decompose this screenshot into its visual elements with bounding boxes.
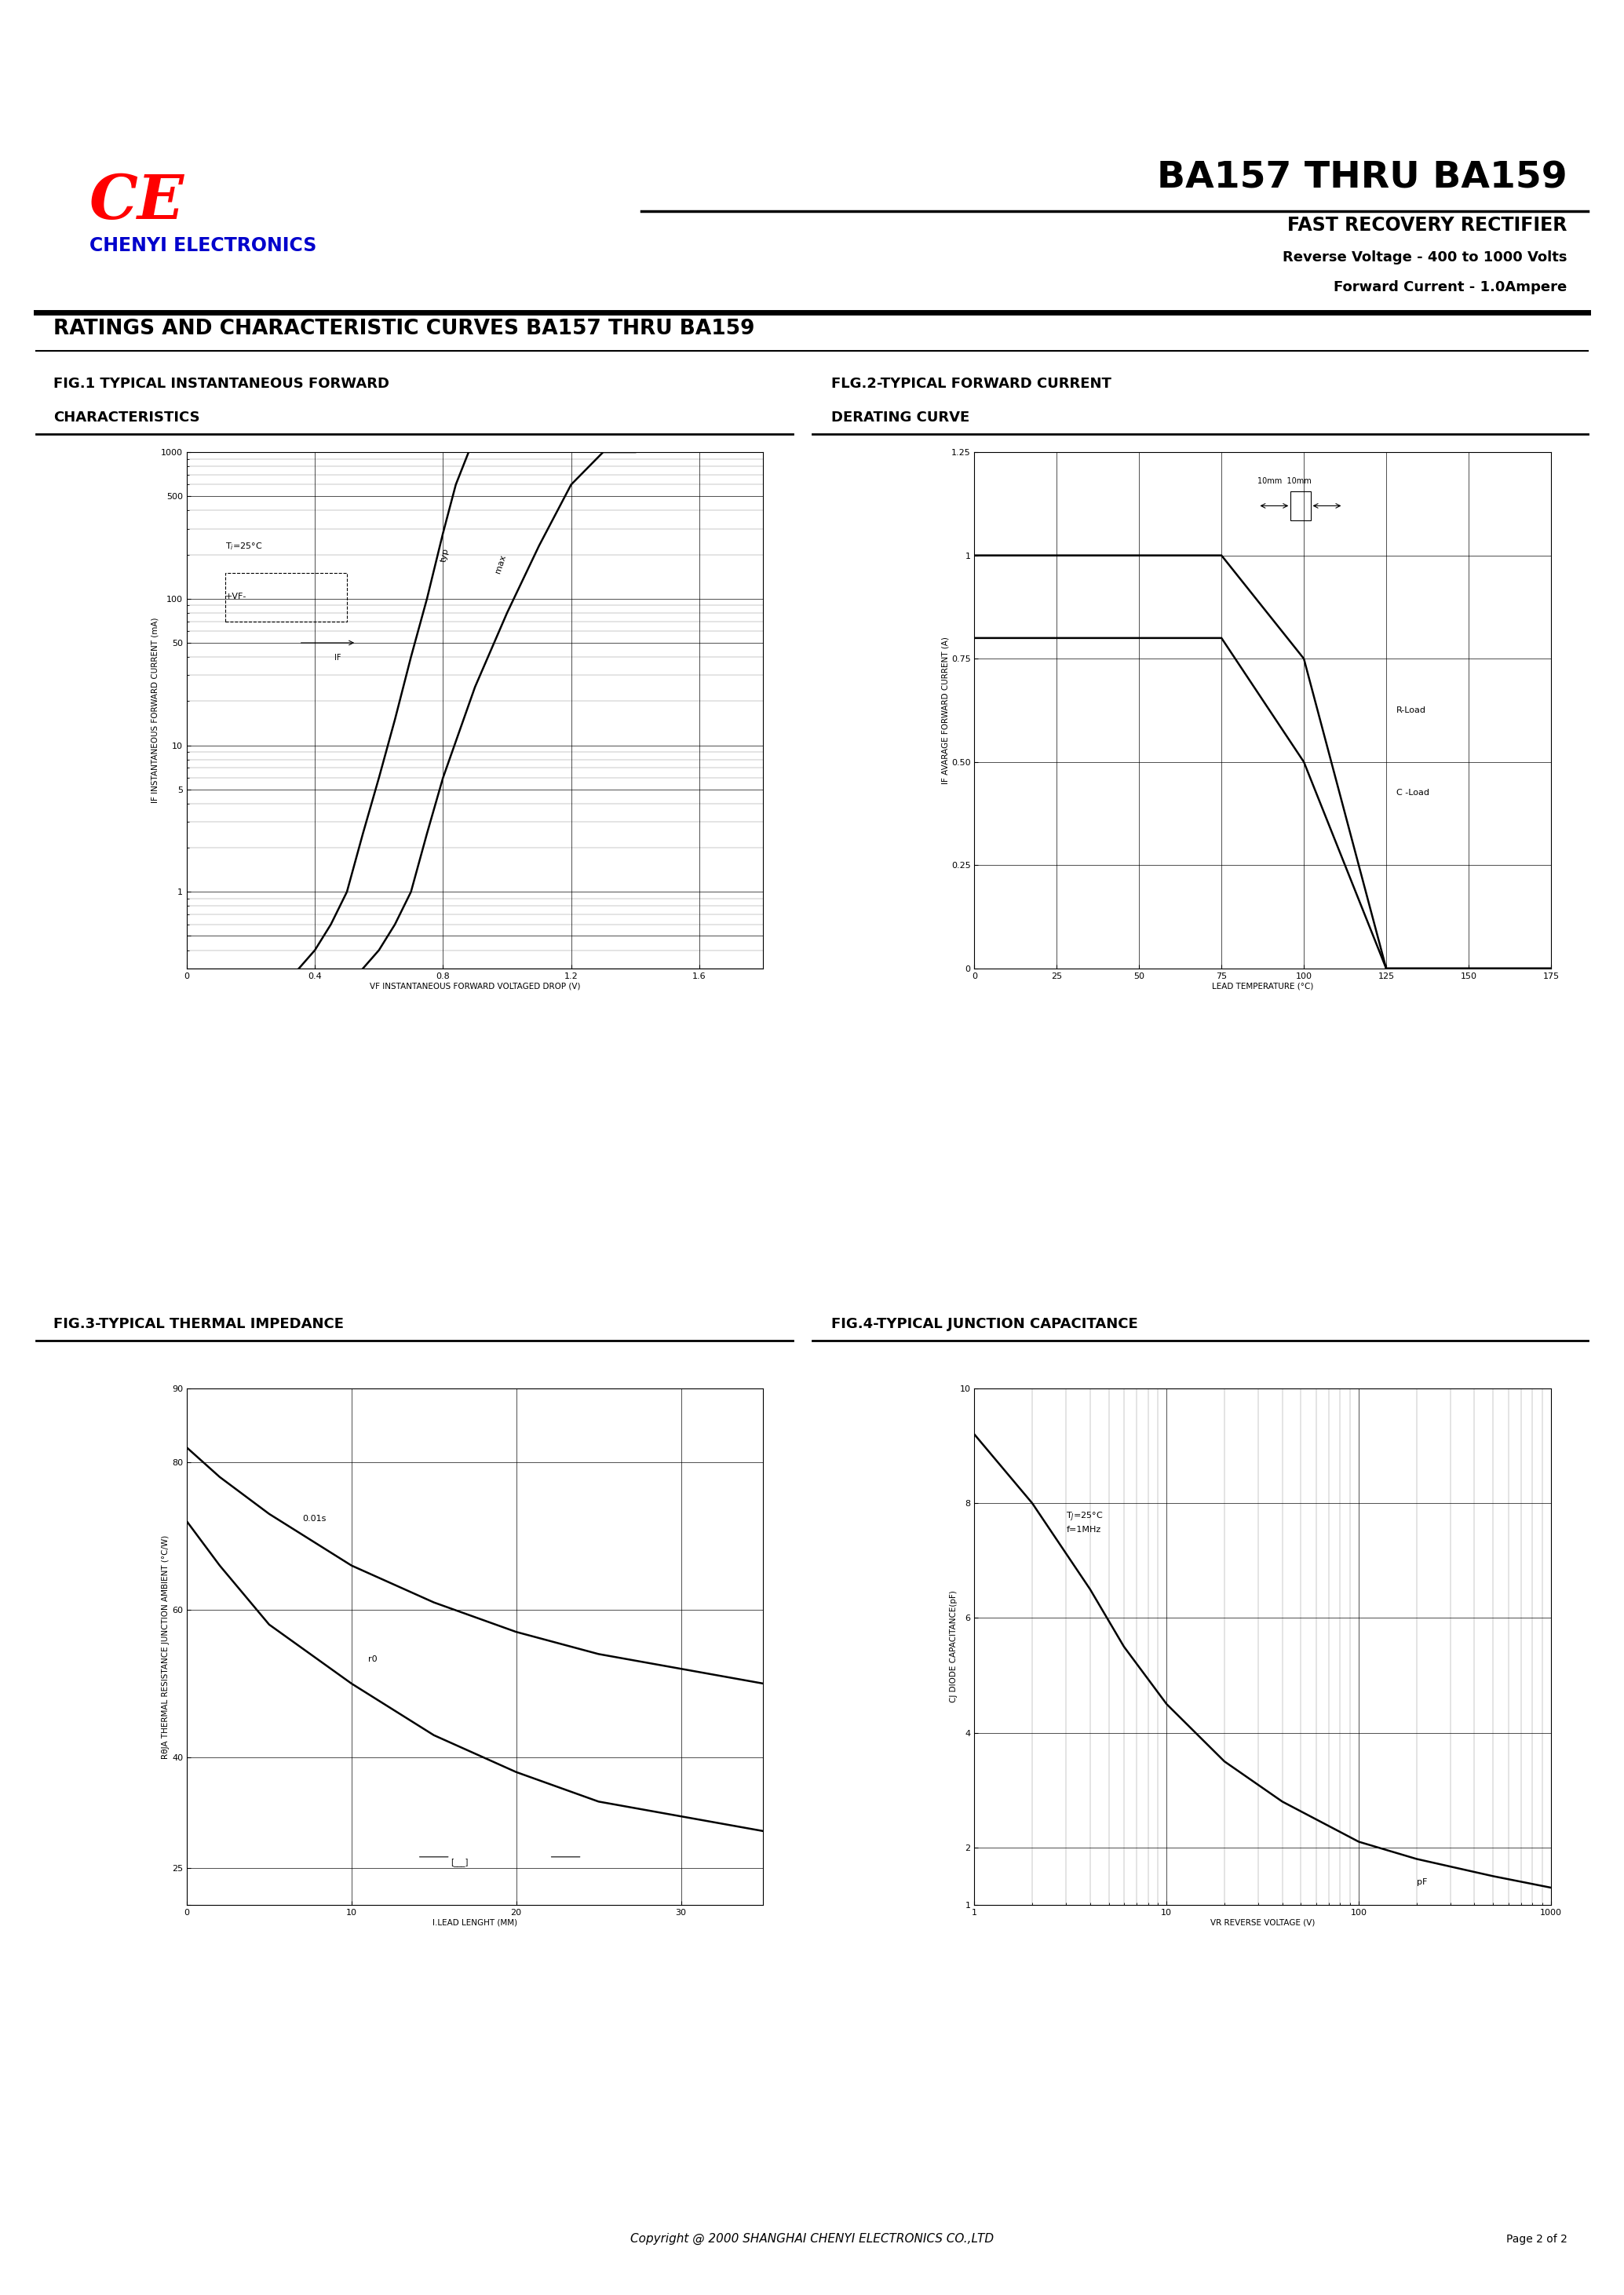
Text: 10mm  10mm: 10mm 10mm: [1257, 477, 1312, 484]
Y-axis label: IF INSTANTANEOUS FORWARD CURRENT (mA): IF INSTANTANEOUS FORWARD CURRENT (mA): [151, 617, 159, 803]
Text: T$_J$=25°C
f=1MHz: T$_J$=25°C f=1MHz: [1065, 1510, 1104, 1533]
Text: IF: IF: [335, 654, 341, 661]
Text: max: max: [494, 553, 507, 574]
Text: 0.01s: 0.01s: [302, 1515, 326, 1524]
Text: BA157 THRU BA159: BA157 THRU BA159: [1156, 161, 1567, 195]
X-axis label: VF INSTANTANEOUS FORWARD VOLTAGED DROP (V): VF INSTANTANEOUS FORWARD VOLTAGED DROP (…: [370, 982, 580, 989]
Text: Reverse Voltage - 400 to 1000 Volts: Reverse Voltage - 400 to 1000 Volts: [1283, 250, 1567, 264]
Text: DERATING CURVE: DERATING CURVE: [831, 411, 970, 425]
Text: [___]: [___]: [450, 1859, 468, 1866]
Text: T$_i$=25°C: T$_i$=25°C: [226, 542, 263, 551]
Text: Forward Current - 1.0Ampere: Forward Current - 1.0Ampere: [1333, 280, 1567, 294]
Y-axis label: CJ DIODE CAPACITANCE(pF): CJ DIODE CAPACITANCE(pF): [950, 1590, 958, 1703]
X-axis label: l.LEAD LENGHT (MM): l.LEAD LENGHT (MM): [432, 1919, 518, 1926]
Text: +VF-: +VF-: [226, 592, 247, 601]
Text: R-Load: R-Load: [1397, 707, 1426, 714]
Text: Copyright @ 2000 SHANGHAI CHENYI ELECTRONICS CO.,LTD: Copyright @ 2000 SHANGHAI CHENYI ELECTRO…: [630, 2233, 994, 2245]
X-axis label: LEAD TEMPERATURE (°C): LEAD TEMPERATURE (°C): [1212, 982, 1314, 989]
X-axis label: VR REVERSE VOLTAGE (V): VR REVERSE VOLTAGE (V): [1210, 1919, 1315, 1926]
Text: pF: pF: [1416, 1880, 1427, 1886]
Text: FAST RECOVERY RECTIFIER: FAST RECOVERY RECTIFIER: [1288, 216, 1567, 234]
Text: CHARACTERISTICS: CHARACTERISTICS: [54, 411, 200, 425]
Bar: [226, 574, 348, 622]
Text: FLG.2-TYPICAL FORWARD CURRENT: FLG.2-TYPICAL FORWARD CURRENT: [831, 376, 1111, 390]
Y-axis label: IF AVARAGE FORWARD CURRENT (A): IF AVARAGE FORWARD CURRENT (A): [942, 636, 948, 785]
Text: FIG.3-TYPICAL THERMAL IMPEDANCE: FIG.3-TYPICAL THERMAL IMPEDANCE: [54, 1317, 344, 1331]
Text: CHENYI ELECTRONICS: CHENYI ELECTRONICS: [89, 236, 317, 255]
Bar: [1291, 491, 1311, 521]
Text: Page 2 of 2: Page 2 of 2: [1505, 2233, 1567, 2245]
Text: FIG.4-TYPICAL JUNCTION CAPACITANCE: FIG.4-TYPICAL JUNCTION CAPACITANCE: [831, 1317, 1138, 1331]
Y-axis label: RθJA THERMAL RESISTANCE JUNCTION AMBIENT (°C/W): RθJA THERMAL RESISTANCE JUNCTION AMBIENT…: [162, 1535, 169, 1758]
Text: r0: r0: [369, 1655, 377, 1664]
Text: FIG.1 TYPICAL INSTANTANEOUS FORWARD: FIG.1 TYPICAL INSTANTANEOUS FORWARD: [54, 376, 390, 390]
Text: CE: CE: [89, 172, 185, 232]
Text: RATINGS AND CHARACTERISTIC CURVES BA157 THRU BA159: RATINGS AND CHARACTERISTIC CURVES BA157 …: [54, 319, 755, 340]
Text: C -Load: C -Load: [1397, 789, 1429, 796]
Text: typ: typ: [438, 549, 450, 562]
